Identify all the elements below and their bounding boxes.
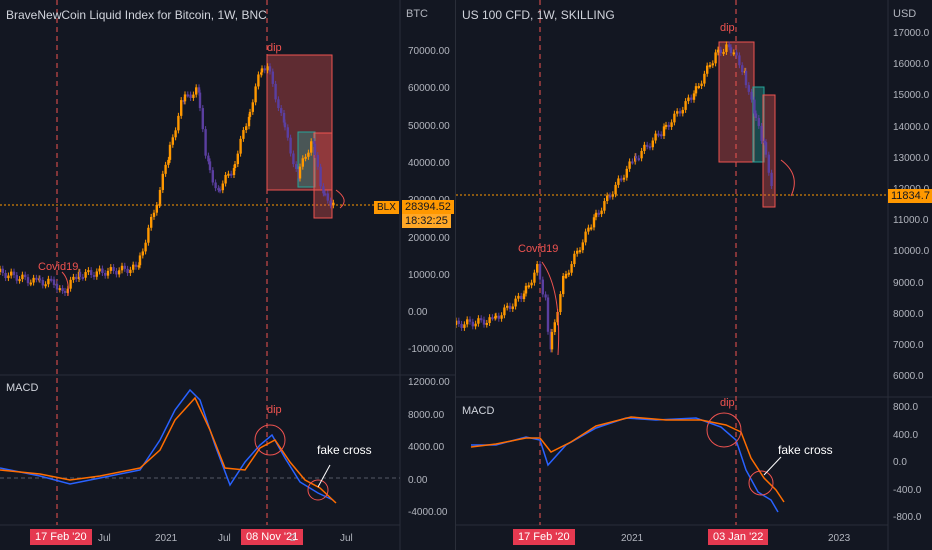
left-chart-canvas[interactable]	[0, 0, 455, 550]
dip-macd-annotation: dip	[267, 404, 282, 416]
right-price-tick: 14000.0	[893, 121, 930, 133]
macd-label[interactable]: MACD	[6, 382, 39, 394]
last-price-badge: 11834.7	[888, 189, 932, 203]
right-price-tick: 11000.0	[893, 215, 929, 227]
right-macd-lines	[470, 416, 785, 513]
left-time-tick: 08 Nov '21	[241, 529, 304, 545]
right-chart-canvas[interactable]	[456, 0, 932, 550]
covid-arrow	[61, 271, 69, 297]
right-macd-tick: 800.0	[893, 402, 919, 413]
right-price-tick: 17000.0	[893, 28, 930, 39]
right-candles	[456, 41, 773, 353]
dip-highlight-box	[718, 41, 755, 163]
macd-series-line	[0, 396, 337, 504]
macd-dip-circle	[706, 412, 742, 448]
right-price-tick: 15000.0	[893, 90, 930, 102]
left-time-tick: 2021	[155, 533, 178, 544]
left-price-tick: 20000.00	[408, 232, 450, 244]
right-time-tick: 17 Feb '20	[513, 529, 575, 545]
fake-cross-annotation: fake cross	[778, 443, 833, 457]
macd-dip-circle	[254, 424, 286, 456]
left-currency-label: BTC	[406, 8, 428, 20]
left-time-tick: 2	[290, 533, 296, 544]
fake-cross-pointer	[763, 456, 782, 476]
projection-arrow	[335, 189, 345, 209]
macd-series-line	[470, 416, 785, 503]
macd-series-line	[471, 417, 779, 513]
green-highlight-box	[297, 131, 316, 188]
right-price-tick: 6000.0	[893, 371, 924, 383]
right-macd-tick: 0.0	[893, 457, 907, 468]
left-macd-tick: -4000.00	[408, 507, 448, 518]
right-price-tick: 9000.0	[893, 277, 924, 289]
macd-label[interactable]: MACD	[462, 405, 495, 417]
right-macd-tick: -400.0	[893, 484, 922, 496]
left-price-tick: 60000.00	[408, 83, 450, 95]
left-macd-tick: 12000.00	[408, 377, 450, 388]
left-macd-tick: 4000.00	[408, 442, 445, 453]
left-time-tick: Jul	[340, 533, 353, 544]
fake-cross-circle	[748, 470, 774, 496]
countdown-badge: 18:32:25	[402, 214, 451, 228]
projection-arrow	[780, 159, 795, 197]
dip-macd-annotation: dip	[720, 397, 735, 409]
last-price-badge: 28394.52	[402, 200, 454, 214]
left-chart-panel[interactable]: BraveNewCoin Liquid Index for Bitcoin, 1…	[0, 0, 455, 550]
right-macd-tick: 400.0	[893, 429, 919, 441]
left-candles	[0, 63, 335, 296]
left-time-tick: Jul	[218, 533, 231, 544]
left-price-tick: 70000.00	[408, 46, 450, 57]
macd-series-line	[0, 388, 334, 501]
right-currency-label: USD	[893, 8, 917, 20]
right-price-tick: 7000.0	[893, 340, 924, 351]
left-time-tick: 17 Feb '20	[30, 529, 92, 545]
left-chart-title: BraveNewCoin Liquid Index for Bitcoin, 1…	[6, 8, 267, 22]
left-price-tick: -10000.00	[408, 344, 454, 356]
left-time-tick: Jul	[98, 533, 111, 544]
covid-annotation: Covid19	[38, 261, 79, 273]
right-time-tick: 2023	[828, 533, 851, 544]
right-price-tick: 8000.0	[893, 308, 924, 320]
dip-price-annotation: dip	[267, 42, 282, 54]
left-macd-lines	[0, 388, 337, 504]
fake-cross-annotation: fake cross	[317, 443, 372, 457]
right-time-tick: 2021	[621, 533, 644, 544]
left-price-tick: 0.00	[408, 307, 428, 319]
fake-cross-circle	[307, 479, 329, 501]
right-price-tick: 13000.0	[893, 152, 930, 164]
left-price-tick: 50000.00	[408, 120, 450, 132]
symbol-tag: BLX	[374, 201, 399, 214]
covid-arrow	[541, 261, 560, 356]
right-price-tick: 10000.0	[893, 246, 930, 258]
right-chart-title: US 100 CFD, 1W, SKILLING	[462, 8, 615, 22]
candle	[456, 320, 458, 325]
right-price-tick: 16000.0	[893, 59, 930, 71]
fake-cross-pointer	[317, 464, 331, 488]
right-time-tick: 03 Jan '22	[708, 529, 769, 545]
right-macd-tick: -800.0	[893, 512, 922, 523]
left-macd-tick: 0.00	[408, 474, 428, 486]
covid-annotation: Covid19	[518, 243, 559, 255]
second-highlight-box	[313, 132, 333, 219]
left-macd-tick: 8000.00	[408, 409, 445, 421]
dip-price-annotation: dip	[720, 22, 735, 34]
left-price-tick: 10000.00	[408, 269, 450, 281]
right-chart-panel[interactable]: US 100 CFD, 1W, SKILLING USD 17000.0 1600…	[455, 0, 932, 550]
candle	[0, 268, 2, 272]
left-price-tick: 40000.00	[408, 157, 450, 169]
